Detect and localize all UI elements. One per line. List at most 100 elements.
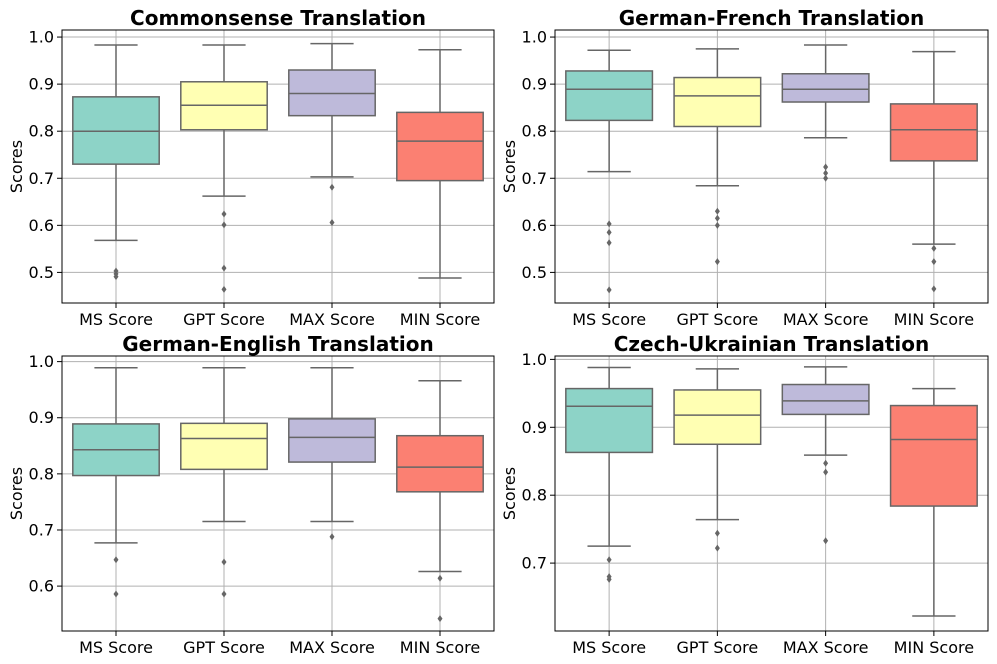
panel-2: 0.5 0.6 0.7 0.8 0.9 1.0 MS Score GPT Score MAX S… [500,6,989,329]
outlier-point [221,210,227,218]
y-tick-label: 0.9 [29,408,54,427]
y-axis-label: Scores [500,140,519,193]
outlier-point [823,459,829,467]
y-tick-label: 1.0 [522,28,547,47]
x-tick-label: MAX Score [783,638,869,657]
y-tick-label: 0.7 [522,169,547,188]
outlier-point [606,228,612,236]
outlier-point [714,221,720,229]
y-tick-label: 0.8 [29,464,54,483]
y-tick-label: 0.8 [522,122,547,141]
x-tick-label: MIN Score [894,638,974,657]
plot-frame [554,355,989,632]
y-tick-label: 0.8 [522,486,547,505]
outlier-point [823,537,829,545]
y-tick-label: 0.8 [29,122,54,141]
outlier-point [714,214,720,222]
outlier-point [931,285,937,293]
y-tick-label: 1.0 [522,350,547,369]
y-axis-label: Scores [7,467,26,520]
outlier-point [221,264,227,272]
panel-4: 0.7 0.8 0.9 1.0 MS Score GPT Score MAX Score MI… [500,332,989,657]
outlier-point [329,219,335,227]
panel-title: German-French Translation [619,6,925,30]
outlier-point [437,615,443,623]
box-gpt-score [673,389,762,446]
outlier-point [714,529,720,537]
y-tick-label: 0.6 [522,216,547,235]
y-tick-label: 0.5 [29,263,54,282]
panel-title: Czech-Ukrainian Translation [614,332,930,356]
outlier-point [221,221,227,229]
y-tick-label: 0.7 [29,520,54,539]
outlier-point [714,207,720,215]
x-tick-label: GPT Score [183,638,265,657]
y-tick-label: 0.7 [522,554,547,573]
box-max-score [781,73,870,103]
y-tick-label: 0.7 [29,169,54,188]
x-tick-label: MAX Score [289,638,375,657]
box-max-score [781,383,870,416]
outlier-point [823,174,829,182]
panel-1: 0.5 0.6 0.7 0.8 0.9 1.0 MS Score GPT Score MAX S… [7,6,495,329]
y-axis-label: Scores [500,467,519,520]
y-tick-label: 0.6 [29,216,54,235]
x-tick-label: GPT Score [677,638,759,657]
x-tick-label: MIN Score [400,310,480,329]
box-min-score [396,434,484,493]
x-tick-label: MAX Score [783,310,869,329]
box-min-score [889,103,978,162]
box-ms-score [565,70,654,122]
outlier-point [221,285,227,293]
outlier-point [606,556,612,564]
box-min-score [396,111,484,182]
plot-frame [61,355,495,632]
panel-title: German-English Translation [122,332,433,356]
outlier-point [714,258,720,266]
outlier-point [221,558,227,566]
outlier-point [714,544,720,552]
y-tick-label: 0.9 [522,75,547,94]
outlier-point [113,556,119,564]
x-tick-label: GPT Score [183,310,265,329]
x-tick-label: MAX Score [289,310,375,329]
plot-frame [61,29,495,304]
outlier-point [437,574,443,582]
y-tick-label: 0.9 [29,75,54,94]
outlier-point [931,244,937,252]
y-tick-label: 1.0 [29,28,54,47]
y-tick-label: 0.6 [29,577,54,596]
outlier-point [823,468,829,476]
outlier-point [329,183,335,191]
outlier-point [221,590,227,598]
outlier-point [606,575,612,583]
y-tick-label: 0.9 [522,418,547,437]
panel-3: 0.6 0.7 0.8 0.9 1.0 MS Score GPT Score MAX Scor… [7,332,495,657]
panel-title: Commonsense Translation [130,6,426,30]
outlier-point [113,590,119,598]
outlier-point [606,286,612,294]
x-tick-label: MS Score [572,638,646,657]
plot-frame [554,29,989,304]
outlier-point [329,533,335,541]
x-tick-label: MS Score [79,638,153,657]
x-tick-label: GPT Score [677,310,759,329]
box-gpt-score [673,76,762,128]
box-max-score [288,418,376,463]
y-axis-label: Scores [7,140,26,193]
outlier-point [606,239,612,247]
outlier-point [823,169,829,177]
y-tick-label: 0.5 [522,263,547,282]
outlier-point [606,220,612,228]
x-tick-label: MIN Score [400,638,480,657]
box-ms-score [565,387,654,454]
x-tick-label: MIN Score [894,310,974,329]
y-tick-label: 1.0 [29,352,54,371]
x-tick-label: MS Score [572,310,646,329]
outlier-point [113,273,119,281]
box-min-score [889,404,978,507]
box-gpt-score [180,422,268,471]
x-tick-label: MS Score [79,310,153,329]
outlier-point [931,258,937,266]
